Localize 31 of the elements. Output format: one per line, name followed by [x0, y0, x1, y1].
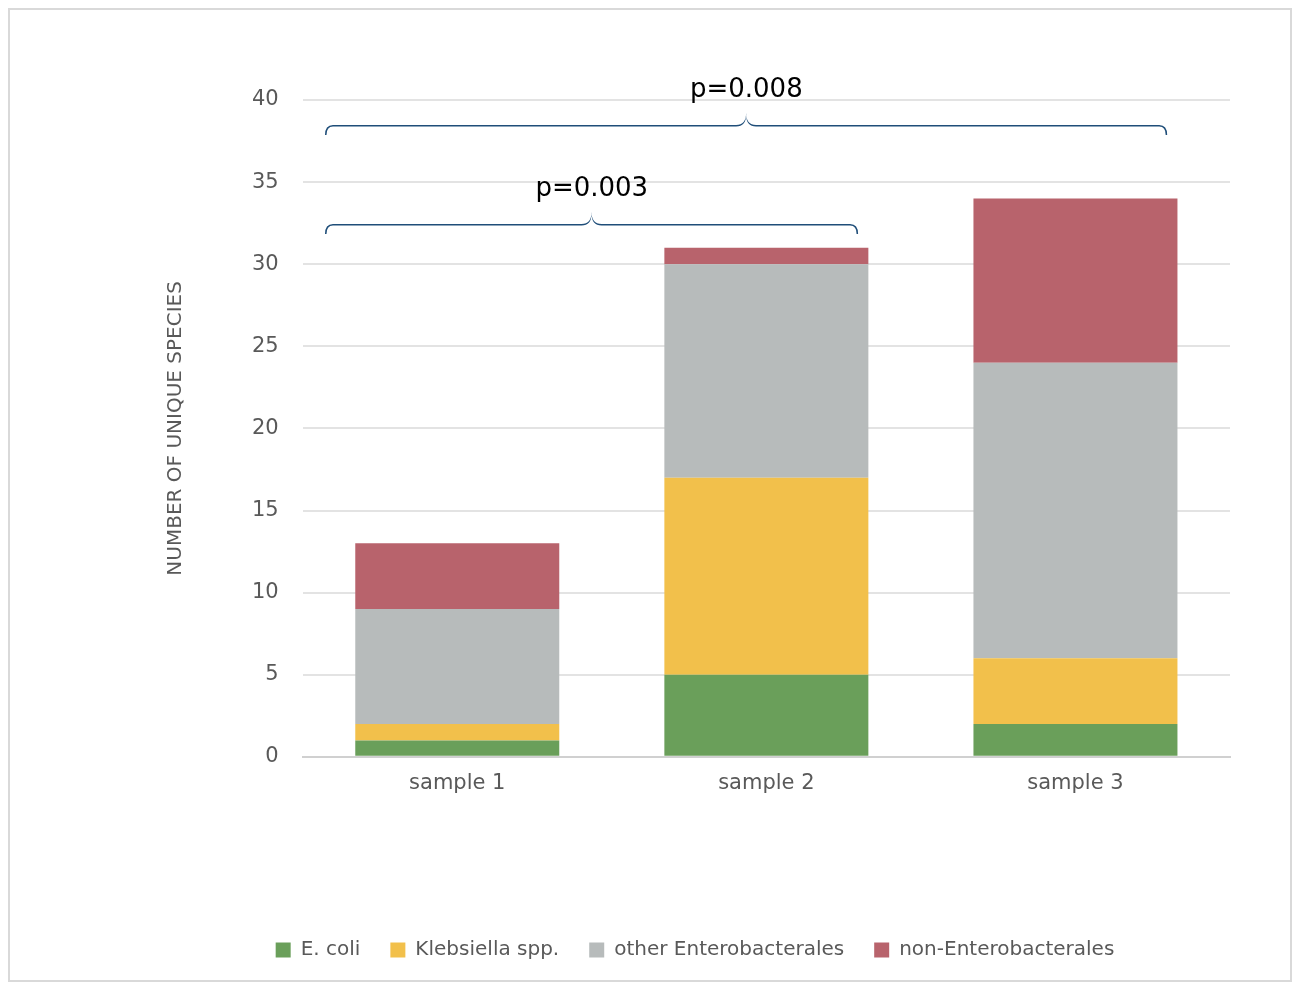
bar: [973, 723, 1178, 756]
bar: [664, 674, 869, 756]
legend-label: non-Enterobacterales: [899, 936, 1115, 961]
bar: [664, 264, 869, 478]
annotation: p=0.003: [534, 171, 650, 202]
y-tick-label: 10: [251, 579, 279, 604]
bar: [355, 543, 560, 610]
x-tick-label: sample 3: [1027, 769, 1124, 794]
y-tick-label: 15: [251, 496, 279, 521]
legend-label: Klebsiella spp.: [415, 936, 560, 961]
x-tick-label: sample 2: [718, 769, 815, 794]
bar: [973, 362, 1178, 659]
bar: [355, 723, 560, 741]
x-tick-label: sample 1: [409, 769, 506, 794]
y-tick-label: 5: [265, 661, 279, 686]
legend-label: other Enterobacterales: [614, 936, 845, 961]
bar: [973, 658, 1178, 724]
y-tick-label: 35: [251, 168, 279, 193]
y-tick-label: 40: [251, 86, 279, 111]
bar: [355, 609, 560, 724]
bar: [664, 247, 869, 265]
y-tick-label: 20: [251, 414, 279, 439]
legend-label: E. coli: [300, 936, 361, 961]
bar: [355, 740, 560, 756]
bar: [664, 477, 869, 675]
y-tick-label: 30: [251, 250, 279, 275]
y-tick-label: 25: [251, 332, 279, 357]
annotation: p=0.008: [689, 73, 804, 104]
bar: [973, 198, 1178, 363]
y-tick-label: 0: [265, 743, 279, 768]
y-axis-title: NUMBER OF UNIQUE SPECIES: [162, 281, 187, 576]
